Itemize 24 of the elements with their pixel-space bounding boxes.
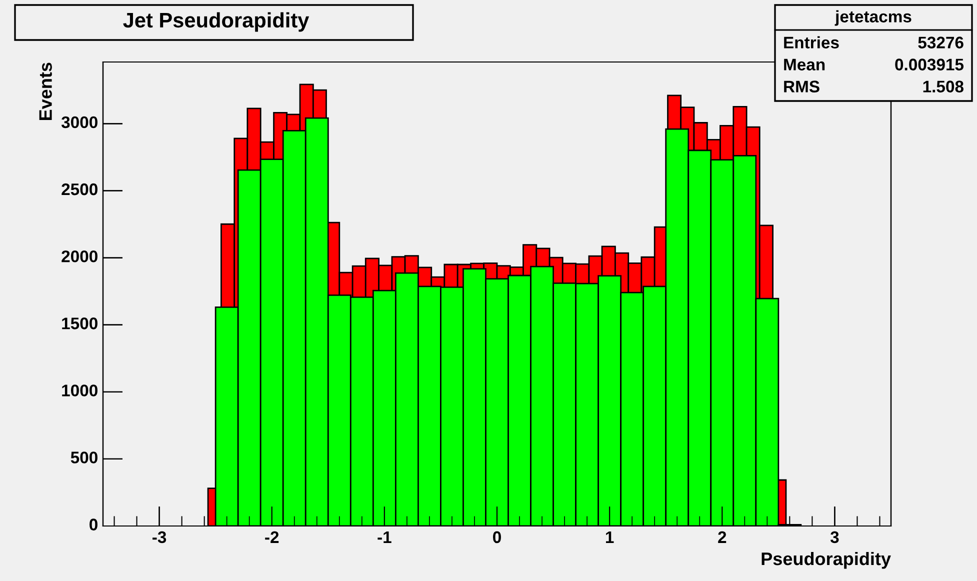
text: 0.003915: [895, 58, 964, 70]
x-tick-label: 1: [606, 531, 614, 543]
x-tick-label: -2: [265, 531, 279, 543]
y-tick-label: 0: [90, 518, 98, 530]
annotation: RMS: [784, 80, 820, 92]
y-tick-label: 2000: [62, 250, 98, 262]
x-tick-label: 2: [718, 531, 726, 543]
x-tick-label: 3: [830, 531, 839, 544]
text: 1.508: [923, 80, 964, 92]
y-axis-title: Events: [39, 62, 52, 120]
y-tick-label: 2500: [62, 183, 98, 196]
y-tick-label: 1500: [62, 318, 98, 330]
x-tick-label: -1: [378, 531, 392, 543]
x-axis-title: Pseudorapidity: [762, 552, 891, 569]
text: 53276: [918, 36, 964, 48]
text: Entries: [784, 36, 839, 48]
text: jetetacms: [834, 10, 912, 26]
x-tick-label: 0: [493, 531, 501, 544]
y-tick-label: 3000: [61, 116, 98, 128]
chart-title: Jet Pseudorapidity: [123, 12, 310, 32]
annotation: Mean: [784, 58, 825, 70]
x-tick-label: -3: [152, 531, 166, 544]
y-tick-label: 500: [70, 452, 98, 464]
y-tick-label: 1000: [62, 384, 98, 396]
